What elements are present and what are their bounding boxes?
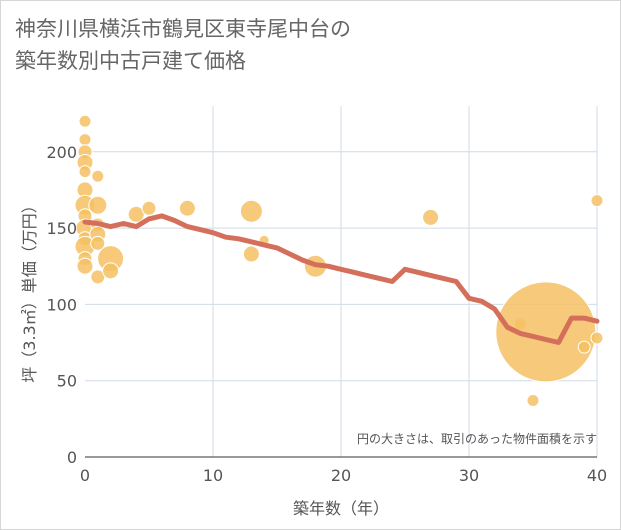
bubble-20 [102,262,120,280]
bubble-21 [127,205,145,223]
bubble-14 [88,195,108,215]
chart-title-line-2: 築年数別中古戸建て価格 [15,49,246,73]
bubble-0 [78,114,92,128]
y-tick-50: 50 [57,372,77,391]
x-tick-30: 30 [459,466,479,485]
bubble-17 [90,235,106,251]
chart-title: 神奈川県横浜市鶴見区東寺尾中台の 築年数別中古戸建て価格 [15,13,605,77]
bubble-22 [141,200,157,216]
x-axis-label: 築年数（年） [293,499,389,518]
x-tick-40: 40 [587,466,607,485]
bubbles-layer [74,114,604,408]
chart-title-line-1: 神奈川県横浜市鶴見区東寺尾中台の [15,17,351,41]
bubble-28 [422,208,440,226]
bubble-33 [590,194,604,208]
x-tick-10: 10 [203,466,223,485]
bubble-24 [239,199,263,223]
y-tick-100: 100 [46,295,77,314]
bubble-12 [76,257,94,275]
bubble-34 [590,331,604,345]
size-note: 円の大きさは、取引のあった物件面積を示す [357,431,597,446]
y-axis-label: 坪（3.3㎡）単価（万円） [20,197,39,382]
bubble-1 [78,133,92,147]
bubble-4 [78,165,92,179]
x-tick-0: 0 [80,466,90,485]
y-tick-0: 0 [67,448,77,467]
bubble-31 [495,281,597,383]
x-tick-labels: 0 10 20 30 40 [80,466,607,485]
bubble-32 [577,340,591,354]
x-tick-20: 20 [331,466,351,485]
y-tick-labels: 0 50 100 150 200 [46,143,77,467]
average-price-line [82,213,600,345]
bubble-13 [91,169,105,183]
y-tick-200: 200 [46,143,77,162]
bubble-25 [242,245,260,263]
grid-lines [85,106,598,457]
bubble-23 [178,199,196,217]
bubble-30 [526,394,540,408]
y-tick-150: 150 [46,219,77,238]
